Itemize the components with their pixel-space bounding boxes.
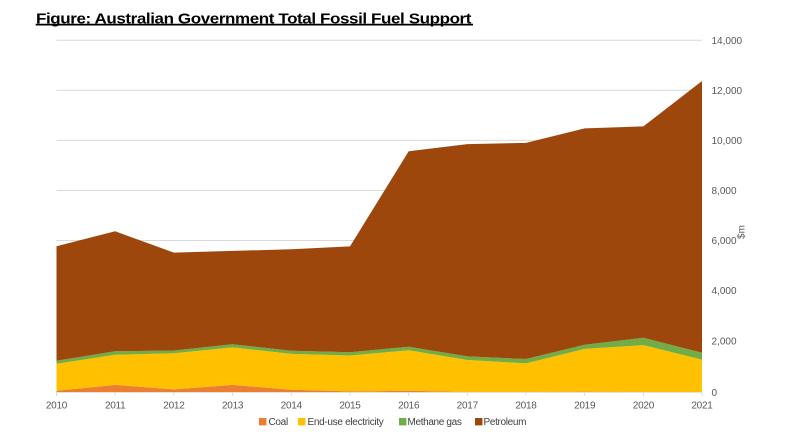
svg-text:10,000: 10,000 <box>712 136 743 147</box>
svg-text:2011: 2011 <box>105 400 126 411</box>
svg-text:2017: 2017 <box>457 400 479 411</box>
svg-text:2021: 2021 <box>691 400 713 411</box>
svg-text:4,000: 4,000 <box>712 286 737 297</box>
svg-text:$m: $m <box>737 225 748 239</box>
svg-text:Coal: Coal <box>269 417 288 428</box>
svg-text:2018: 2018 <box>515 400 537 411</box>
svg-text:2013: 2013 <box>222 400 244 411</box>
svg-text:2,000: 2,000 <box>712 336 737 347</box>
svg-text:2019: 2019 <box>574 400 596 411</box>
svg-text:0: 0 <box>712 388 718 399</box>
svg-text:2014: 2014 <box>281 400 303 411</box>
svg-text:Figure: Australian Government: Figure: Australian Government Total Foss… <box>36 11 472 27</box>
svg-text:8,000: 8,000 <box>712 186 737 197</box>
svg-text:2016: 2016 <box>398 400 420 411</box>
svg-text:2020: 2020 <box>633 400 655 411</box>
svg-text:2015: 2015 <box>339 400 361 411</box>
svg-text:Methane gas: Methane gas <box>408 417 462 428</box>
svg-text:6,000: 6,000 <box>712 236 737 247</box>
svg-text:End-use electricity: End-use electricity <box>308 417 384 428</box>
svg-text:2012: 2012 <box>163 400 185 411</box>
svg-text:2010: 2010 <box>46 400 68 411</box>
svg-text:Petroleum: Petroleum <box>484 417 527 428</box>
svg-text:14,000: 14,000 <box>712 36 743 47</box>
svg-text:12,000: 12,000 <box>712 86 743 97</box>
